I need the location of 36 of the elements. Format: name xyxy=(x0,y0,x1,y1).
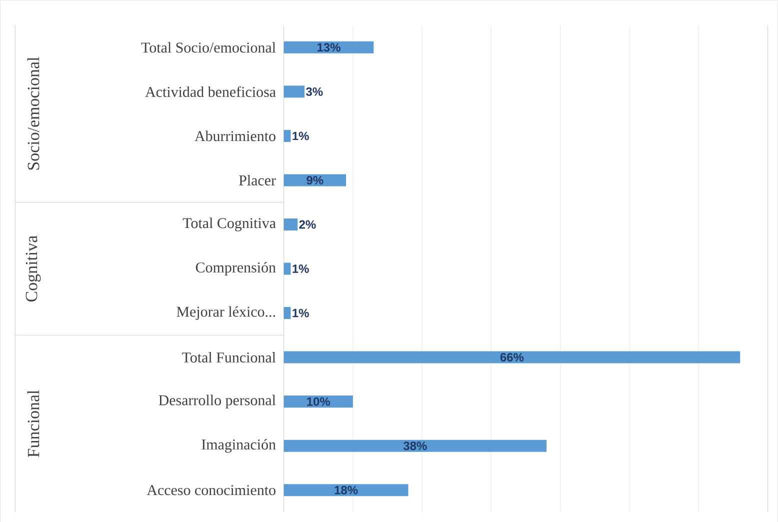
data-label: 9% xyxy=(306,176,324,184)
bar xyxy=(284,85,305,98)
y-tick-label: Total Socio/emocional xyxy=(141,42,276,52)
data-label: 38% xyxy=(403,441,427,450)
y-tick-label: Desarrollo personal xyxy=(158,394,276,408)
y-tick-label: Total Funcional xyxy=(182,352,276,362)
bar xyxy=(284,395,353,408)
data-label: 1% xyxy=(292,131,309,140)
bar xyxy=(284,440,547,452)
y-tick-label: Comprensión xyxy=(196,262,276,276)
data-label: 10% xyxy=(307,397,330,406)
data-label: 3% xyxy=(306,87,323,96)
data-label: 1% xyxy=(292,308,309,318)
bar xyxy=(284,484,408,496)
text: Funcional xyxy=(27,390,40,457)
bar xyxy=(284,174,346,186)
data-label: 18% xyxy=(334,486,358,494)
bar xyxy=(284,262,291,275)
y-tick-label: Mejorar léxico... xyxy=(176,306,276,320)
y-tick-label: Aburrimiento xyxy=(194,130,276,141)
text: Cognitiva xyxy=(26,235,41,302)
y-tick-label: Actividad beneficiosa xyxy=(145,86,276,97)
bar xyxy=(284,306,291,319)
bar xyxy=(284,41,374,54)
bar xyxy=(284,218,298,230)
bar xyxy=(284,351,740,364)
data-label: 66% xyxy=(500,352,524,362)
text: Socio/emocional xyxy=(27,56,40,170)
data-label: 2% xyxy=(299,220,316,228)
y-tick-label: Total Cognitiva xyxy=(182,217,276,232)
y-tick-label: Acceso conocimiento xyxy=(146,484,276,495)
bar xyxy=(284,130,291,142)
data-label: 1% xyxy=(292,264,309,273)
y-tick-label: Imaginación xyxy=(202,438,276,452)
data-label: 13% xyxy=(317,42,340,52)
y-tick-label: Placer xyxy=(239,174,276,186)
